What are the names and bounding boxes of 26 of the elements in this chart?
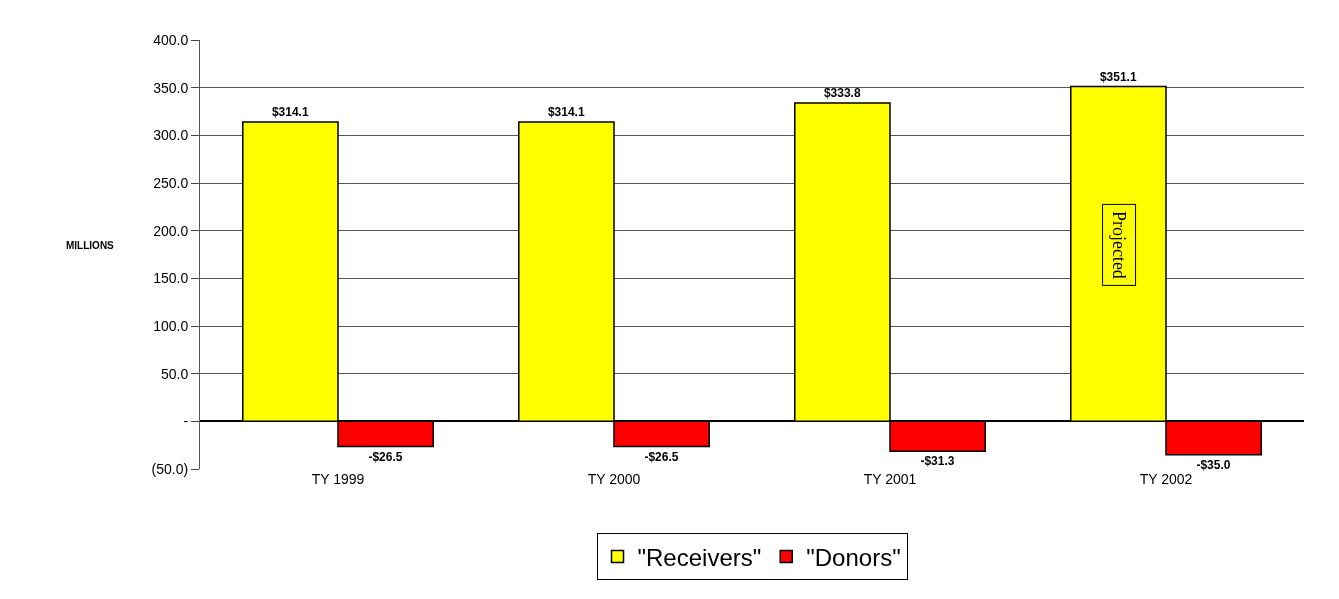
annotation: Projected (1109, 210, 1130, 279)
data-label: $314.1 (271, 104, 309, 119)
data-label: -$35.0 (1196, 457, 1231, 472)
data-label: $314.1 (547, 104, 585, 119)
x-tick-label: TY 2001 (863, 471, 917, 487)
y-tick-label: (50.0) (151, 460, 189, 477)
x-tick-label: TY 2002 (1139, 471, 1193, 487)
data-label: $351.1 (1099, 69, 1137, 84)
data-label: -$26.5 (644, 449, 679, 464)
x-tick-label: TY 2000 (587, 471, 641, 487)
y-tick-label: 400.0 (153, 31, 189, 48)
y-axis-title: MILLIONS (66, 240, 115, 251)
data-label: $333.8 (823, 86, 861, 101)
legend-label: "Receivers" (637, 543, 762, 571)
y-tick-label: 350.0 (153, 79, 189, 96)
data-label: -$26.5 (368, 449, 403, 464)
y-tick-label: 200.0 (153, 222, 189, 239)
y-tick-label: - (183, 413, 189, 430)
y-tick-label: 250.0 (153, 174, 189, 191)
y-tick-label: 300.0 (153, 127, 189, 144)
y-tick-label: 50.0 (160, 365, 189, 382)
x-tick-label: TY 1999 (311, 471, 365, 487)
y-tick-label: 150.0 (153, 270, 189, 287)
y-tick-label: 100.0 (153, 317, 189, 334)
legend-label: "Donors" (806, 543, 901, 571)
data-label: -$31.3 (920, 454, 955, 469)
